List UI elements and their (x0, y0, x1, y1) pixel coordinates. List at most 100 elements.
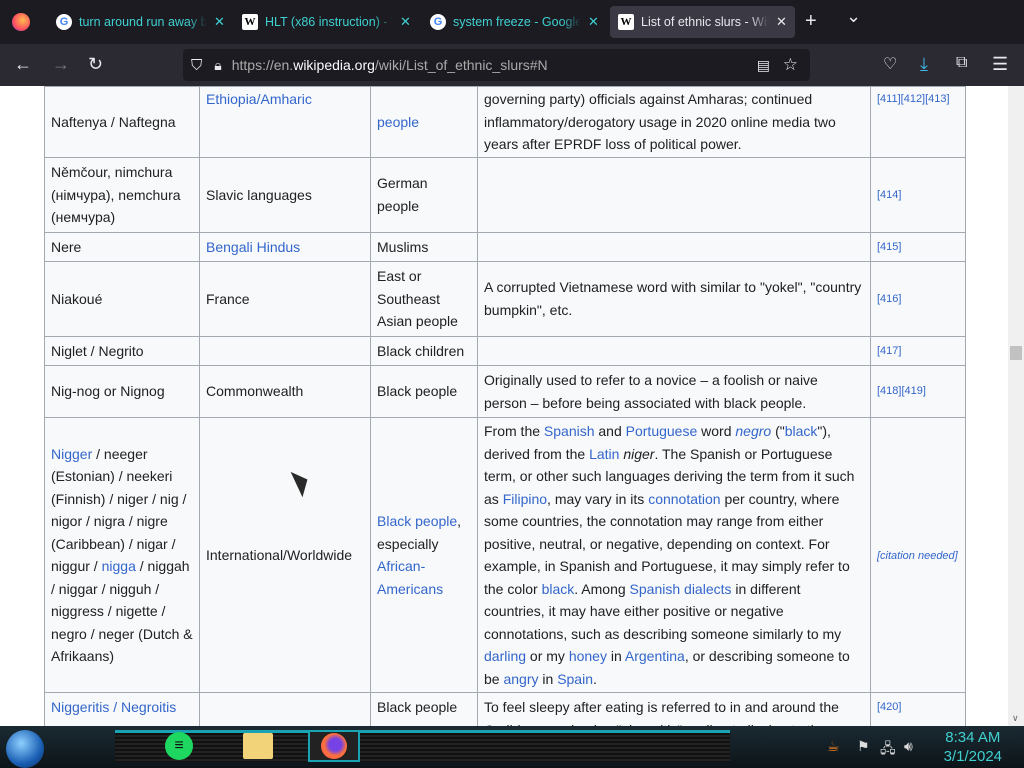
spotify-like-app-icon[interactable]: ≡ (165, 732, 193, 760)
origin-text: per country, where some countries, the c… (484, 490, 850, 597)
location-cell: Slavic languages (199, 157, 371, 233)
file-explorer-icon[interactable] (243, 733, 273, 759)
origin-link[interactable]: honey (568, 648, 607, 664)
list-all-tabs-button[interactable]: ⌄ (846, 6, 862, 26)
origin-link[interactable]: angry (503, 670, 539, 687)
location-link[interactable]: Ethiopia/Amharic (206, 91, 312, 107)
shield-icon[interactable]: ⛉ (191, 56, 203, 74)
origin-link[interactable]: Latin (589, 445, 620, 462)
term-link[interactable]: nigga (101, 558, 136, 574)
origin-link[interactable]: black (541, 580, 575, 597)
origin-text: in different countries, it may have eith… (484, 580, 842, 642)
origin-text: , may vary in its (547, 490, 649, 507)
url-bar[interactable]: ⛉ 🔒︎ https://en.wikipedia.org/wiki/List_… (183, 49, 810, 81)
term-cell: Niglet / Negrito (44, 335, 200, 366)
targets-cell: Black people (370, 692, 478, 726)
origin-link[interactable]: Spain (557, 670, 593, 687)
table-row: Niggeritis / Negroitis Black people To f… (44, 692, 966, 726)
volume-icon[interactable]: 🔊︎ (904, 738, 913, 754)
url-text[interactable]: https://en.wikipedia.org/wiki/List_of_et… (231, 57, 548, 73)
wikipedia-icon: W (242, 14, 258, 30)
bookmark-star-icon[interactable]: ☆ (782, 55, 798, 74)
origin-cell: governing party) officials against Amhar… (477, 86, 871, 158)
reference-link[interactable]: [415] (877, 240, 902, 253)
term-link[interactable]: Nigger (51, 445, 93, 462)
java-icon[interactable]: ☕︎ (827, 738, 840, 754)
menu-icon[interactable]: ☰ (992, 54, 1009, 74)
location-cell: France (199, 261, 371, 337)
reader-view-icon[interactable]: ▤ (756, 56, 770, 73)
origin-link[interactable]: connotation (648, 490, 721, 507)
origin-text: . The Spanish or Portuguese term, or oth… (484, 445, 855, 507)
taskbar-apps: ≡ (115, 730, 730, 762)
origin-text: or my (526, 648, 569, 664)
navigation-toolbar: ← → ↻ ⛉ 🔒︎ https://en.wikipedia.org/wiki… (0, 44, 1024, 86)
downloads-icon[interactable]: ⤓ (920, 54, 928, 74)
targets-link[interactable]: Black people (377, 513, 458, 529)
location-link[interactable]: Bengali Hindus (206, 238, 301, 255)
network-icon[interactable]: 🖧︎ (880, 740, 896, 756)
origin-link[interactable]: Portuguese (625, 423, 698, 439)
origin-link[interactable]: Spanish (543, 423, 595, 439)
pocket-icon[interactable]: ♡ (883, 56, 898, 73)
citation-needed-link[interactable]: [citation needed] (877, 549, 958, 562)
extensions-icon[interactable]: ⧉ (956, 54, 968, 71)
close-tab-icon[interactable]: ✕ (400, 14, 411, 29)
origin-link[interactable]: Argentina (624, 648, 685, 664)
start-button[interactable] (6, 730, 44, 768)
reference-link[interactable]: [411][412][413] (877, 93, 950, 105)
origin-cell: To feel sleepy after eating is referred … (477, 692, 871, 726)
reload-icon[interactable]: ↻ (88, 54, 104, 74)
action-center-flag-icon[interactable]: ⚑ (857, 738, 870, 754)
origin-text: and (594, 423, 626, 439)
clock[interactable]: 8:34 AM 3/1/2024 (943, 729, 1002, 765)
origin-link[interactable]: black (784, 423, 818, 439)
location-cell (199, 692, 371, 726)
origin-text: . Among (574, 580, 630, 597)
table-row: Nig-nog or Nignog Commonwealth Black peo… (44, 365, 966, 418)
scrollbar-thumb[interactable] (1010, 346, 1022, 360)
origin-text: . (593, 670, 597, 687)
targets-cell: German people (370, 157, 478, 233)
term-link[interactable]: Niggeritis / Negroitis (51, 699, 177, 715)
table-row: Naftenya / Naftegna Ethiopia/Amharic peo… (44, 86, 966, 158)
origin-link[interactable]: Filipino (502, 490, 548, 507)
firefox-taskbar-icon[interactable] (308, 730, 360, 762)
origin-text: word (697, 423, 736, 439)
term-cell: Niakoué (44, 261, 200, 337)
close-tab-icon[interactable]: ✕ (776, 14, 787, 29)
vertical-scrollbar[interactable]: ∨ (1008, 86, 1024, 726)
forward-icon[interactable]: → (52, 54, 70, 74)
new-tab-button[interactable]: + (805, 10, 817, 32)
table-row: Nigger / neeger (Estonian) / neekeri (Fi… (44, 417, 966, 693)
back-icon[interactable]: ← (14, 54, 32, 74)
reference-link[interactable]: [416] (877, 292, 902, 305)
reference-link[interactable]: [417] (877, 344, 902, 357)
origin-link[interactable]: Spanish dialects (629, 580, 732, 597)
targets-cell: Black children (370, 335, 478, 366)
close-tab-icon[interactable]: ✕ (214, 14, 225, 29)
origin-link[interactable]: darling (484, 648, 527, 664)
location-cell (199, 335, 371, 366)
targets-link[interactable]: people (377, 113, 420, 130)
origin-text: , or describing someone to be (484, 648, 850, 687)
close-tab-icon[interactable]: ✕ (588, 14, 599, 29)
targets-link[interactable]: African-Americans (377, 558, 444, 597)
wikipedia-icon: W (618, 14, 634, 30)
origin-text: "), derived from the (484, 423, 831, 462)
scroll-down-arrow-icon[interactable]: ∨ (1012, 713, 1019, 723)
origin-text: in (538, 670, 558, 687)
page-content: Naftenya / Naftegna Ethiopia/Amharic peo… (0, 86, 1008, 726)
tab-4-active[interactable]: W List of ethnic slurs - Wiki ✕ (610, 6, 795, 38)
term-cell: Nig-nog or Nignog (44, 365, 200, 418)
reference-link[interactable]: [414] (877, 188, 902, 201)
term-cell: Nere (44, 231, 200, 262)
firefox-view-icon[interactable] (12, 13, 30, 31)
tab-2[interactable]: W HLT (x86 instruction) - W ✕ (234, 6, 419, 38)
reference-link[interactable]: [418][419] (877, 385, 926, 398)
lock-icon[interactable]: 🔒︎ (214, 56, 222, 73)
reference-link[interactable]: [420] (877, 701, 902, 713)
origin-italic-link[interactable]: negro (735, 423, 772, 439)
